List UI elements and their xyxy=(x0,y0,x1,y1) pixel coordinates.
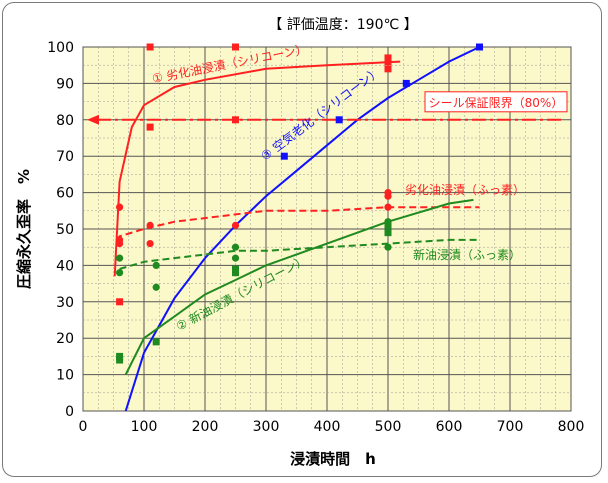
data-point-square xyxy=(402,79,410,87)
series-label: 劣化油浸漬（ふっ素） xyxy=(405,182,525,197)
data-point-circle xyxy=(384,218,392,226)
data-point-square xyxy=(116,356,124,364)
y-tick-label: 30 xyxy=(56,295,74,311)
data-point-square xyxy=(476,43,483,51)
x-tick-label: 300 xyxy=(253,419,280,435)
fit-curves xyxy=(113,47,480,411)
data-point-square xyxy=(116,352,124,360)
data-point-circle xyxy=(384,243,392,251)
data-point-circle xyxy=(116,203,124,211)
data-point-circle xyxy=(116,254,124,262)
x-tick-label: 0 xyxy=(79,419,88,435)
data-points xyxy=(116,43,483,364)
x-axis-label: 浸漬時間 h xyxy=(290,450,376,468)
data-point-square xyxy=(116,298,124,306)
data-point-circle xyxy=(152,283,160,291)
chart-frame: 0 100 200 300 400 500 600 700 800 0 10 20 30 40 50 60 70… xyxy=(2,2,602,477)
y-tick-label: 0 xyxy=(65,404,74,420)
limit-label: シール保証限界（80%） xyxy=(429,96,564,110)
y-tick-label: 90 xyxy=(56,76,74,92)
y-tick-label: 10 xyxy=(56,368,74,384)
y-tick-label: 50 xyxy=(56,222,74,238)
data-point-circle xyxy=(152,261,160,269)
series-curve xyxy=(124,47,480,411)
data-point-circle xyxy=(146,239,154,248)
y-tick-label: 70 xyxy=(56,149,74,165)
x-tick-label: 100 xyxy=(131,419,158,435)
y-tick-label: 40 xyxy=(56,258,74,274)
data-point-square xyxy=(146,123,154,131)
series-curve xyxy=(115,206,480,241)
data-point-square xyxy=(280,152,288,160)
data-point-square xyxy=(232,116,239,124)
data-point-square xyxy=(384,221,392,229)
series-curve xyxy=(119,238,480,270)
data-point-square xyxy=(384,65,392,73)
x-tick-label: 400 xyxy=(314,419,341,435)
x-tick-label: 500 xyxy=(375,419,402,435)
x-tick-label: 600 xyxy=(436,419,463,435)
data-point-circle xyxy=(146,221,154,229)
data-point-circle xyxy=(231,243,240,251)
data-point-square xyxy=(232,269,239,277)
x-tick-label: 700 xyxy=(497,419,524,435)
data-point-square xyxy=(152,338,160,346)
series-curve xyxy=(124,198,474,376)
y-tick-label: 100 xyxy=(47,40,74,56)
data-point-square xyxy=(384,229,392,237)
data-point-square xyxy=(384,58,392,66)
limit-line-group: シール保証限界（80%） xyxy=(87,91,568,125)
data-point-circle xyxy=(116,269,124,277)
data-point-circle xyxy=(231,254,240,262)
gridlines xyxy=(82,46,572,412)
series-curve xyxy=(113,60,401,277)
data-point-circle xyxy=(116,236,124,244)
y-tick-label: 80 xyxy=(56,113,74,129)
series-label: 新油浸漬（ふっ素） xyxy=(413,247,521,262)
data-point-square xyxy=(146,43,154,51)
chart-title: 【 評価温度：190℃ 】 xyxy=(268,17,417,33)
limit-arrow-icon xyxy=(87,114,99,125)
data-point-square xyxy=(232,265,239,273)
x-tick-label: 800 xyxy=(558,419,585,435)
data-point-circle xyxy=(231,221,240,229)
axis-ticks: 0 100 200 300 400 500 600 700 800 0 10 20 30 40 50 60 70… xyxy=(47,40,584,435)
limit-label-box xyxy=(424,91,568,113)
data-point-square xyxy=(335,116,343,124)
data-point-circle xyxy=(384,203,392,211)
y-tick-label: 60 xyxy=(56,186,74,202)
x-tick-label: 200 xyxy=(192,419,219,435)
chart: 0 100 200 300 400 500 600 700 800 0 10 20 30 40 50 60 70… xyxy=(15,17,584,468)
data-point-square xyxy=(384,54,392,62)
y-axis-label: 圧縮永久歪率 % xyxy=(15,169,33,289)
data-point-square xyxy=(232,43,239,51)
data-point-circle xyxy=(384,189,392,197)
y-tick-label: 20 xyxy=(56,331,74,347)
